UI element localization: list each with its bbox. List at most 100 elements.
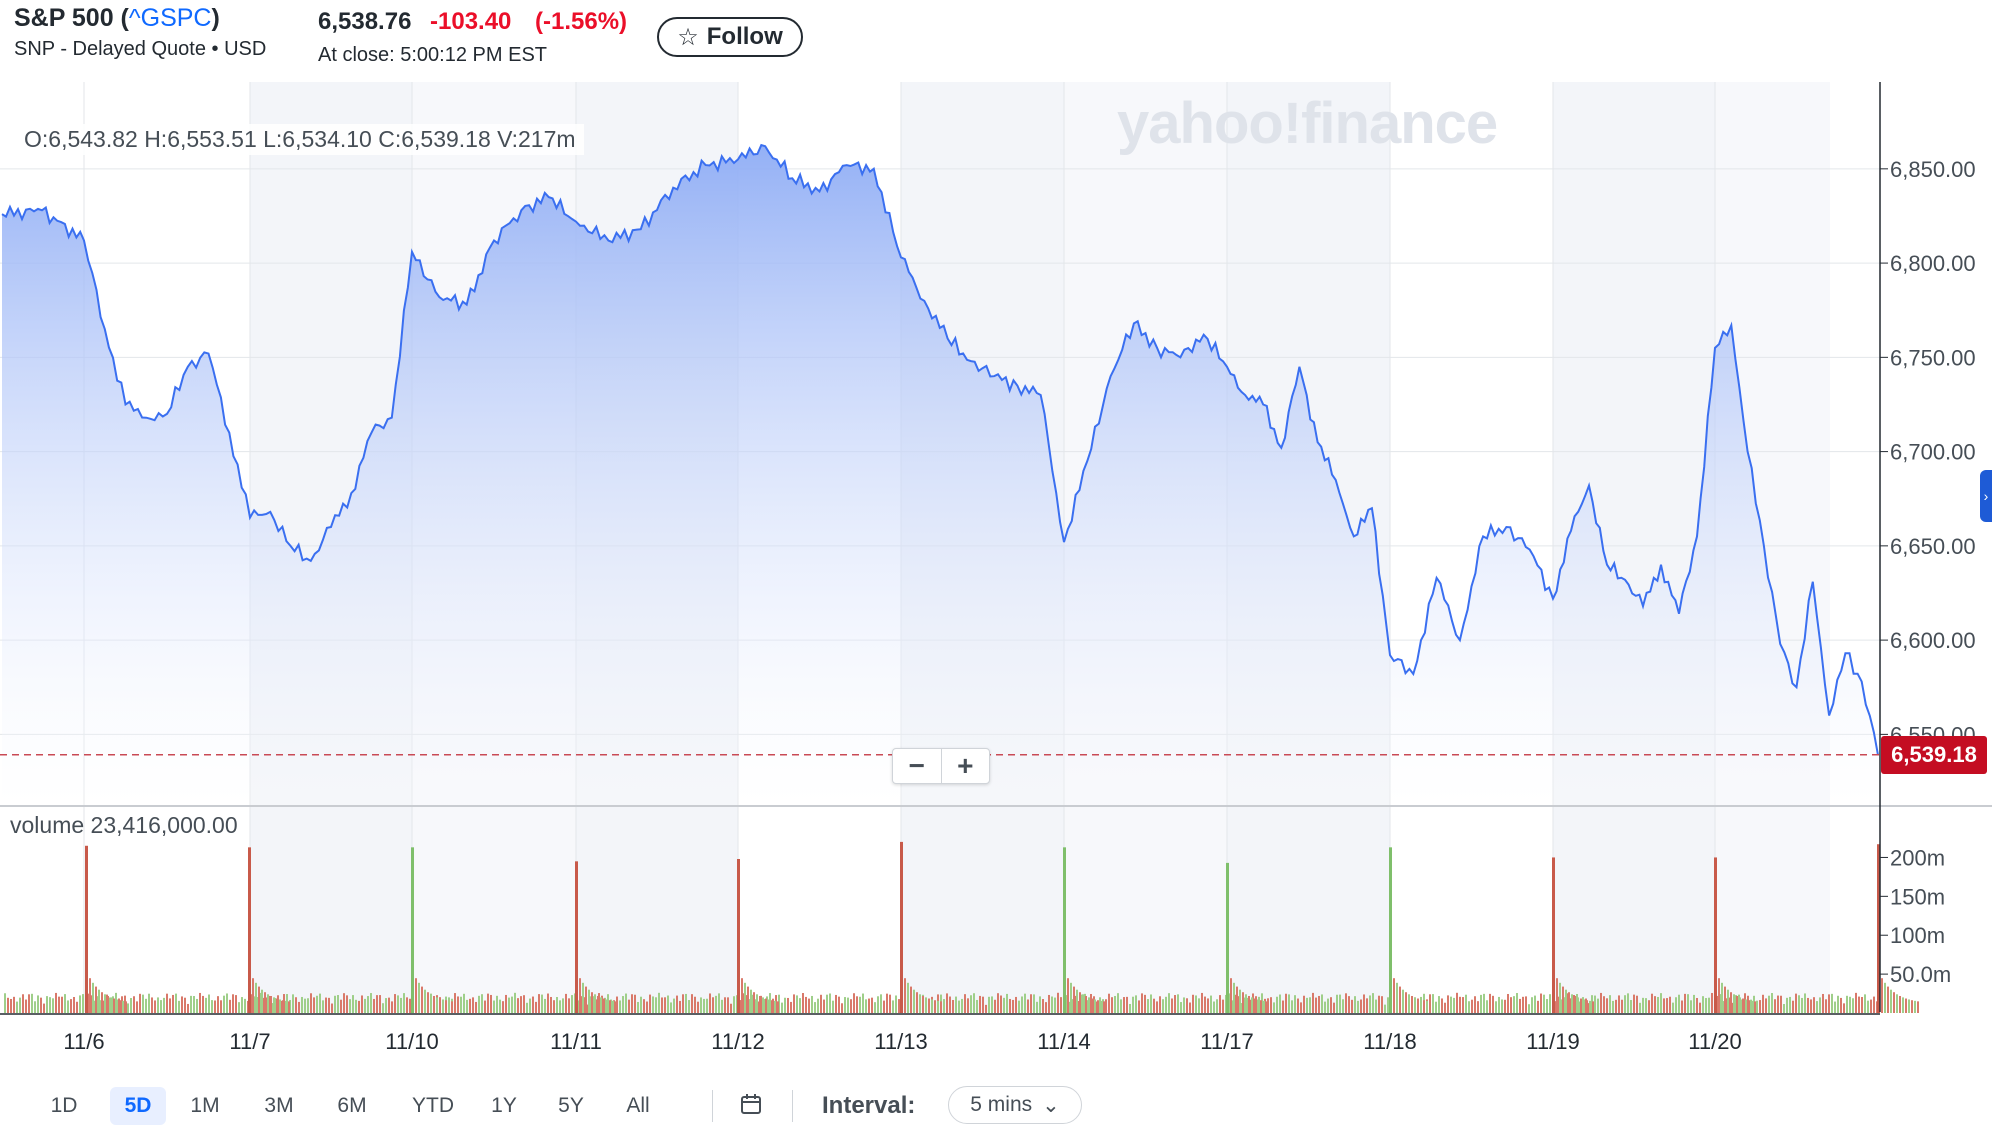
volume-bar	[1009, 998, 1011, 1013]
chart-area[interactable]: 6,850.00 6,800.00 6,750.00 6,700.00 6,650.00…	[0, 82, 1992, 1082]
volume-bar	[1819, 997, 1821, 1013]
volume-bar	[805, 996, 807, 1013]
volume-bar	[340, 999, 342, 1013]
range-button-6m[interactable]: 6M	[337, 1094, 367, 1117]
volume-bar	[1589, 1000, 1591, 1013]
range-button-all[interactable]: All	[626, 1094, 650, 1117]
volume-bar	[829, 993, 831, 1013]
volume-bar	[193, 996, 195, 1013]
volume-bar	[808, 998, 810, 1013]
volume-bar	[442, 999, 444, 1013]
price-area-fill	[2, 145, 1878, 807]
volume-bar	[747, 986, 749, 1013]
volume-bar	[1562, 986, 1564, 1013]
volume-bar	[1438, 996, 1440, 1013]
range-button-3m[interactable]: 3M	[264, 1094, 294, 1117]
volume-bar	[130, 998, 132, 1013]
volume-bar	[304, 998, 306, 1013]
volume-bar	[391, 1001, 393, 1013]
calendar-icon[interactable]	[740, 1093, 762, 1115]
volume-bar	[874, 1002, 876, 1013]
volume-bar	[1705, 998, 1707, 1013]
volume-bar	[1600, 992, 1602, 1013]
range-button-ytd[interactable]: YTD	[412, 1094, 454, 1117]
volume-bar	[175, 993, 177, 1013]
volume-bar	[307, 998, 309, 1013]
volume-bar	[424, 989, 426, 1013]
volume-spike-bar	[411, 847, 414, 1013]
volume-bar	[1684, 993, 1686, 1013]
volume-bar	[1609, 995, 1611, 1013]
volume-bar	[676, 995, 678, 1013]
volume-bar	[547, 993, 549, 1013]
volume-bar	[1120, 999, 1122, 1013]
volume-bar	[1408, 994, 1410, 1013]
volume-bar	[1580, 998, 1582, 1013]
range-button-1d[interactable]: 1D	[50, 1094, 78, 1117]
volume-bar	[25, 999, 27, 1013]
volume-bar	[1696, 997, 1698, 1013]
volume-bar	[859, 996, 861, 1013]
volume-bar	[1000, 995, 1002, 1013]
interval-dropdown[interactable]: 5 mins ⌄	[948, 1086, 1082, 1124]
range-button-1y[interactable]: 1Y	[491, 1094, 517, 1117]
volume-bar	[1648, 1000, 1650, 1013]
range-button-1m[interactable]: 1M	[190, 1094, 220, 1117]
price-chart-svg[interactable]: 6,850.00 6,800.00 6,750.00 6,700.00 6,650.00…	[0, 82, 1992, 1082]
volume-bar	[952, 999, 954, 1013]
volume-bar	[325, 997, 327, 1013]
volume-bar	[988, 996, 990, 1013]
range-button-5y[interactable]: 5Y	[558, 1094, 584, 1117]
volume-bar	[568, 998, 570, 1013]
volume-bar	[1873, 996, 1875, 1013]
ticker-link[interactable]: ^GSPC	[128, 4, 212, 32]
volume-bar	[721, 999, 723, 1013]
volume-bar	[799, 998, 801, 1013]
vol-y-tick-label: 200m	[1890, 845, 1945, 870]
volume-bar	[7, 997, 9, 1013]
volume-bar	[403, 993, 405, 1013]
volume-bar	[43, 1003, 45, 1013]
close-timestamp: At close: 5:00:12 PM EST	[318, 44, 547, 66]
volume-bar	[1834, 1001, 1836, 1013]
volume-bar	[1003, 997, 1005, 1013]
volume-bar	[1549, 994, 1551, 1013]
volume-bar	[700, 997, 702, 1013]
volume-bar	[661, 997, 663, 1013]
volume-bar	[1342, 999, 1344, 1013]
volume-bar	[1672, 1002, 1674, 1013]
zoom-out-button[interactable]: −	[893, 749, 942, 783]
volume-bar	[1396, 982, 1398, 1013]
volume-bar	[1450, 996, 1452, 1013]
volume-bar	[484, 1000, 486, 1013]
volume-bar	[107, 995, 109, 1013]
volume-bar	[1568, 992, 1570, 1013]
volume-bar	[1699, 1002, 1701, 1013]
volume-bar	[64, 994, 66, 1013]
volume-bar	[61, 996, 63, 1013]
zoom-in-button[interactable]: +	[957, 750, 974, 781]
volume-bar	[1896, 994, 1898, 1013]
volume-bar	[1180, 1002, 1182, 1013]
x-tick-label: 11/18	[1363, 1029, 1416, 1054]
volume-bar	[273, 997, 275, 1013]
volume-bar	[328, 997, 330, 1013]
volume-bar	[774, 1000, 776, 1013]
volume-bar	[1846, 995, 1848, 1013]
volume-bar	[1239, 989, 1241, 1013]
volume-bar	[101, 992, 103, 1013]
volume-bar	[1288, 994, 1290, 1013]
volume-bar	[1881, 978, 1883, 1013]
volume-bar	[1822, 993, 1824, 1013]
volume-bar	[454, 993, 456, 1013]
volume-bar	[499, 999, 501, 1013]
volume-bar	[832, 1000, 834, 1013]
panel-expand-tab[interactable]: ›	[1980, 470, 1992, 522]
volume-bar	[762, 997, 764, 1013]
range-button-5d[interactable]: 5D	[110, 1087, 166, 1125]
volume-bar	[1565, 989, 1567, 1013]
follow-button[interactable]: ☆ Follow	[657, 17, 803, 57]
volume-bar	[1174, 995, 1176, 1013]
volume-bar	[1468, 1001, 1470, 1013]
volume-bar	[409, 998, 411, 1013]
